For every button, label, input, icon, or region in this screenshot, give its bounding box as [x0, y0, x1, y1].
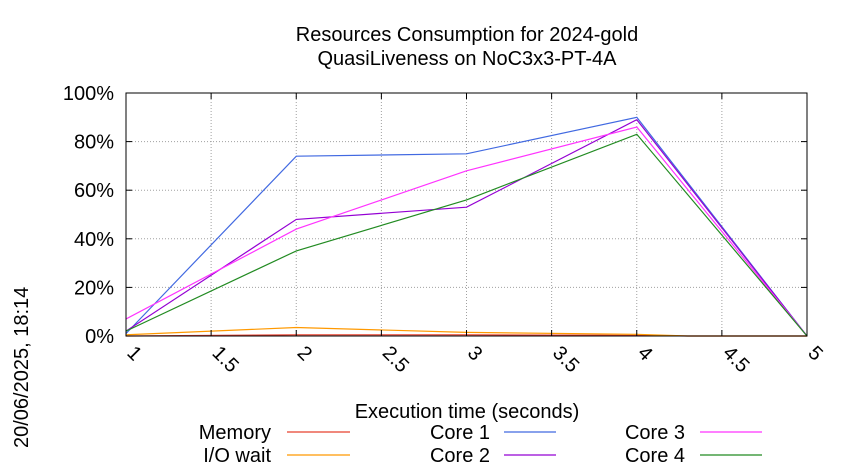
y-tick-label: 100% [63, 83, 114, 105]
x-tick-label: 5 [803, 342, 826, 365]
x-tick-label: 1.5 [208, 342, 243, 377]
y-tick-label: 80% [74, 132, 114, 154]
x-axis-label: Execution time (seconds) [355, 401, 580, 423]
legend-label-memory: Memory [199, 422, 271, 444]
legend-label-core-3: Core 3 [625, 422, 685, 444]
y-tick-label: 40% [74, 229, 114, 251]
timestamp-label: 20/06/2025, 18:14 [11, 287, 33, 448]
series-line-core-1 [125, 116, 808, 337]
chart-title-line-2: QuasiLiveness on NoC3x3-PT-4A [317, 48, 617, 70]
chart-title-line-1: Resources Consumption for 2024-gold [296, 24, 638, 46]
legend-label-core-2: Core 2 [430, 445, 490, 467]
legend-label-i-o-wait: I/O wait [203, 445, 271, 467]
x-tick-label: 3 [463, 342, 486, 365]
series-line-core-3 [125, 126, 808, 337]
series-line-core-4 [125, 133, 808, 337]
x-tick-label: 3.5 [548, 342, 583, 377]
x-tick-label: 1 [122, 342, 145, 365]
y-axis-ticks: 0% 20% 40% 60% 80% 100% [63, 83, 807, 348]
x-tick-label: 4 [633, 342, 656, 365]
x-tick-label: 2.5 [378, 342, 413, 377]
y-tick-label: 20% [74, 277, 114, 299]
x-tick-label: 4.5 [718, 342, 753, 377]
legend-label-core-1: Core 1 [430, 422, 490, 444]
y-tick-label: 0% [85, 326, 114, 348]
legend-label-core-4: Core 4 [625, 445, 685, 467]
y-tick-label: 60% [74, 180, 114, 202]
series-line-core-2 [125, 118, 808, 337]
x-tick-label: 2 [293, 342, 316, 365]
